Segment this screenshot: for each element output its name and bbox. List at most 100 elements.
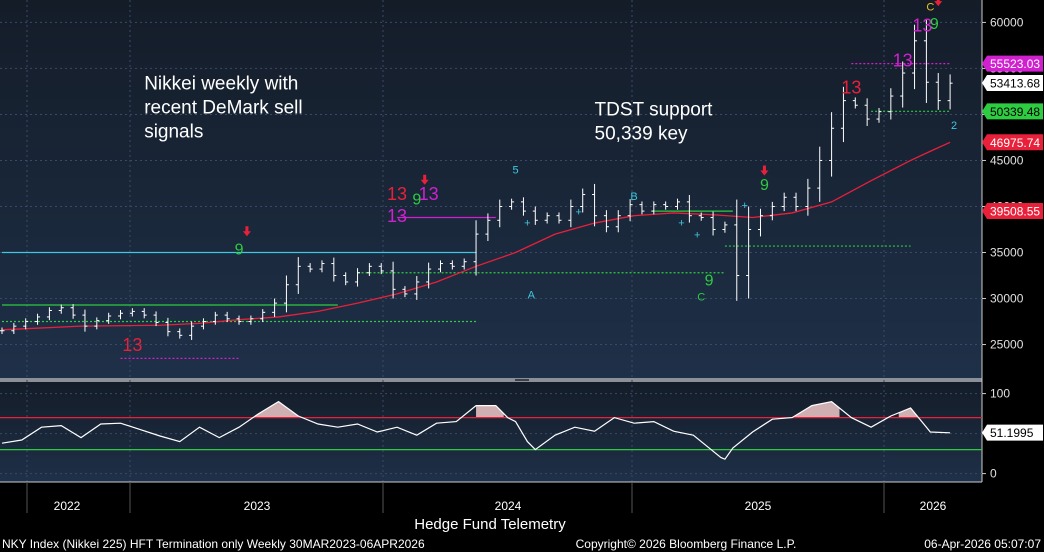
price-bar xyxy=(248,315,254,325)
price-bar xyxy=(414,275,420,300)
price-bar xyxy=(698,212,704,221)
price-bar xyxy=(0,327,5,334)
price-bar xyxy=(520,197,526,216)
price-bar xyxy=(82,309,88,332)
x-axis-year-label: 2022 xyxy=(54,499,81,513)
annotation-line: recent DeMark sell xyxy=(144,98,302,119)
price-bar xyxy=(923,20,929,103)
price-bar xyxy=(912,24,918,90)
price-bar xyxy=(840,86,846,143)
price-tag: 46975.74 xyxy=(982,134,1043,151)
price-bar xyxy=(817,146,823,202)
price-bar xyxy=(70,304,76,319)
demark-signal-label: 13 xyxy=(912,16,932,36)
oscillator-line xyxy=(1,400,951,460)
demark-signal-label: A xyxy=(528,290,536,302)
price-bar xyxy=(355,268,361,287)
demark-signal-label: 9 xyxy=(930,16,939,33)
price-bar xyxy=(532,206,538,225)
sell-arrow-marker xyxy=(242,226,251,237)
x-axis-year-label: 2024 xyxy=(495,499,522,513)
price-bar xyxy=(426,262,432,289)
price-bar xyxy=(153,311,159,327)
price-bar xyxy=(888,88,894,120)
panel-resize-handle[interactable] xyxy=(515,379,529,381)
demark-signal-label: C xyxy=(697,291,705,303)
cross-marker: + xyxy=(576,207,582,219)
price-bar xyxy=(331,257,337,282)
price-bar xyxy=(876,108,882,123)
price-tag-box xyxy=(982,75,1043,92)
x-axis-caption: Hedge Fund Telemetry xyxy=(414,516,566,533)
osc-axis-label: 0 xyxy=(990,467,997,481)
price-bar xyxy=(805,178,811,216)
demark-signal-label: 13 xyxy=(893,51,913,71)
price-bar xyxy=(686,194,692,223)
oscillator-overbought-fill xyxy=(792,401,840,418)
demark-signal-label: 13 xyxy=(387,184,407,204)
price-axis-label: 35000 xyxy=(990,246,1024,260)
price-bar xyxy=(710,211,716,236)
price-bar xyxy=(509,198,515,210)
price-tag-box xyxy=(982,203,1043,220)
price-axis-label: 30000 xyxy=(990,292,1024,306)
annotation-line: 50,339 key xyxy=(595,123,688,144)
price-axis-label: 25000 xyxy=(990,338,1024,352)
annotations: Nikkei weekly with recent DeMark sell sign… xyxy=(144,74,713,145)
price-bar xyxy=(781,192,787,212)
panel-divider[interactable] xyxy=(0,378,982,382)
annotation-line: Nikkei weekly with xyxy=(144,74,298,95)
price-bar xyxy=(58,304,64,314)
price-bar xyxy=(580,188,586,213)
annotation-line: TDST support xyxy=(595,99,714,120)
x-axis-year-label: 2023 xyxy=(244,499,271,513)
demark-signal-label: 9 xyxy=(235,241,244,258)
price-bar xyxy=(46,307,52,321)
price-bar xyxy=(639,201,645,215)
price-bar xyxy=(378,263,384,275)
cross-marker: + xyxy=(678,218,684,230)
price-bar xyxy=(603,210,609,233)
demark-signal-label: 9 xyxy=(760,177,769,194)
demark-signal-label: 13 xyxy=(841,77,861,97)
moving-average-line xyxy=(1,141,951,331)
grid xyxy=(0,0,982,482)
oscillator-value-tag: 51.1995 xyxy=(982,424,1043,441)
price-bar xyxy=(852,97,858,109)
price-bar xyxy=(461,258,467,270)
price-bar xyxy=(568,199,574,228)
demark-signal-label: B xyxy=(630,191,637,203)
price-tags: 55523.03 53413.68 50339.48 46975.74 39508.55… xyxy=(982,55,1043,441)
price-bar xyxy=(900,61,906,108)
demark-signal-label: 2 xyxy=(951,120,957,132)
price-bar xyxy=(189,321,195,340)
price-bar xyxy=(627,199,633,222)
price-bar xyxy=(437,260,443,273)
oscillator xyxy=(0,400,982,460)
demark-signal-label: 9 xyxy=(705,273,714,290)
price-bar xyxy=(212,311,218,325)
x-axis-band xyxy=(0,482,1044,552)
price-bar xyxy=(793,192,799,212)
price-bar xyxy=(402,286,408,298)
oscillator-overbought-fill xyxy=(476,405,504,418)
price-bar xyxy=(734,199,740,301)
sell-arrow-marker xyxy=(420,174,429,185)
oscillator-tag-box xyxy=(982,424,1043,441)
price-tag: 39508.55 xyxy=(982,203,1043,220)
price-bar xyxy=(165,317,171,337)
price-axis-label: 60000 xyxy=(990,15,1024,29)
price-bar xyxy=(35,313,41,325)
demark-signal-label: 13 xyxy=(387,206,407,226)
price-bar xyxy=(473,220,479,276)
demark-signal-label: 5 xyxy=(512,164,518,176)
demark-signal-label: C xyxy=(926,1,934,13)
price-tag-label: 39508.55 xyxy=(990,205,1040,219)
price-tag-box xyxy=(982,103,1043,120)
price-bars xyxy=(0,20,953,340)
oscillator-tag-label: 51.1995 xyxy=(990,426,1034,440)
price-bar xyxy=(544,212,550,224)
price-bar xyxy=(757,208,763,237)
price-tag-label: 53413.68 xyxy=(990,77,1040,91)
